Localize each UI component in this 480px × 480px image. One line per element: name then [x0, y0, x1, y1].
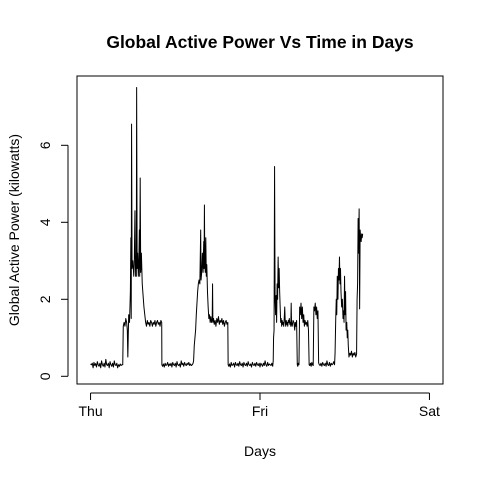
x-tick-label: Thu	[78, 403, 102, 419]
x-tick-label: Fri	[252, 403, 268, 419]
y-tick-label: 4	[37, 218, 53, 226]
y-axis-label: Global Active Power (kilowatts)	[6, 134, 22, 326]
x-axis: Thu Fri Sat	[78, 392, 440, 419]
x-tick-label: Sat	[419, 403, 440, 419]
x-axis-label: Days	[244, 443, 276, 459]
y-tick-label: 6	[37, 141, 53, 149]
y-axis: 0 2 4 6	[37, 141, 69, 380]
y-tick-label: 2	[37, 295, 53, 303]
plot-frame	[76, 75, 444, 385]
series-line	[90, 87, 364, 369]
y-tick-label: 0	[37, 372, 53, 380]
chart-title: Global Active Power Vs Time in Days	[106, 32, 414, 52]
